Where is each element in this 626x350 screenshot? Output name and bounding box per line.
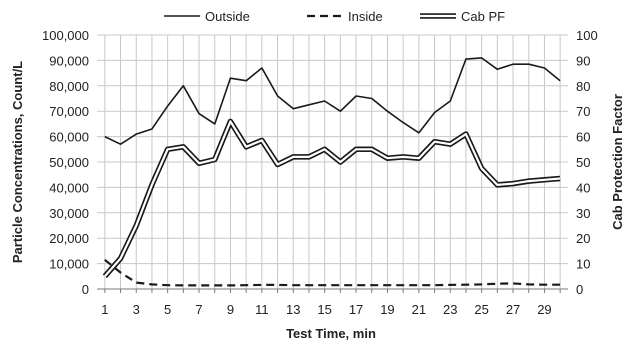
legend-outside: Outside bbox=[164, 9, 250, 24]
x-tick-label: 21 bbox=[412, 302, 426, 317]
x-tick-label: 27 bbox=[506, 302, 520, 317]
legend-inside-label: Inside bbox=[348, 9, 383, 24]
right-tick-label: 80 bbox=[576, 79, 590, 94]
left-tick-label: 50,000 bbox=[49, 155, 89, 170]
left-tick-label: 10,000 bbox=[49, 257, 89, 272]
x-axis-title: Test Time, min bbox=[286, 326, 376, 341]
x-tick-label: 11 bbox=[255, 302, 269, 317]
x-tick-label: 17 bbox=[349, 302, 363, 317]
legend-cab-pf: Cab PF bbox=[420, 9, 505, 24]
right-tick-label: 30 bbox=[576, 206, 590, 221]
x-tick-label: 29 bbox=[537, 302, 551, 317]
series-lines bbox=[102, 57, 561, 287]
left-tick-label: 80,000 bbox=[49, 79, 89, 94]
x-tick-label: 19 bbox=[380, 302, 394, 317]
legend-cab-pf-label: Cab PF bbox=[461, 9, 505, 24]
series-outside-line bbox=[104, 57, 561, 145]
left-tick-label: 70,000 bbox=[49, 104, 89, 119]
right-tick-label: 40 bbox=[576, 180, 590, 195]
series-cab-pf-inner bbox=[103, 120, 561, 278]
x-axis-tick-labels: 1 3 5 7 9 11 13 15 17 19 21 23 25 27 29 bbox=[101, 302, 551, 317]
left-tick-label: 0 bbox=[82, 282, 89, 297]
right-tick-label: 20 bbox=[576, 231, 590, 246]
x-tick-label: 25 bbox=[474, 302, 488, 317]
right-tick-label: 60 bbox=[576, 130, 590, 145]
x-tick-label: 23 bbox=[443, 302, 457, 317]
right-tick-label: 100 bbox=[576, 28, 598, 43]
right-tick-label: 10 bbox=[576, 257, 590, 272]
left-tick-label: 20,000 bbox=[49, 231, 89, 246]
left-tick-label: 30,000 bbox=[49, 206, 89, 221]
x-tick-label: 7 bbox=[195, 302, 202, 317]
x-tick-label: 3 bbox=[133, 302, 140, 317]
right-axis-title: Cab Protection Factor bbox=[610, 94, 625, 230]
series-cab-pf-line bbox=[102, 118, 561, 279]
left-tick-label: 100,000 bbox=[42, 28, 89, 43]
right-axis-tick-labels: 0 10 20 30 40 50 60 70 80 90 100 bbox=[576, 28, 598, 297]
x-tick-label: 1 bbox=[101, 302, 108, 317]
left-tick-label: 40,000 bbox=[49, 180, 89, 195]
right-tick-label: 0 bbox=[576, 282, 583, 297]
axes bbox=[97, 288, 568, 293]
right-tick-label: 50 bbox=[576, 155, 590, 170]
legend: Outside Inside Cab PF bbox=[164, 9, 505, 24]
legend-inside: Inside bbox=[307, 9, 383, 24]
series-cab-pf-outer bbox=[102, 118, 561, 279]
right-tick-label: 70 bbox=[576, 104, 590, 119]
x-tick-label: 13 bbox=[286, 302, 300, 317]
series-inside-line bbox=[104, 258, 561, 287]
gridlines bbox=[97, 34, 568, 289]
legend-outside-label: Outside bbox=[205, 9, 250, 24]
x-tick-label: 5 bbox=[164, 302, 171, 317]
left-axis-title: Particle Concentrations, Count/L bbox=[10, 61, 25, 263]
x-tick-label: 9 bbox=[227, 302, 234, 317]
x-tick-label: 15 bbox=[317, 302, 331, 317]
right-tick-label: 90 bbox=[576, 53, 590, 68]
left-tick-label: 60,000 bbox=[49, 130, 89, 145]
left-tick-label: 90,000 bbox=[49, 53, 89, 68]
left-axis-tick-labels: 0 10,000 20,000 30,000 40,000 50,000 60,000 70,… bbox=[42, 28, 89, 297]
